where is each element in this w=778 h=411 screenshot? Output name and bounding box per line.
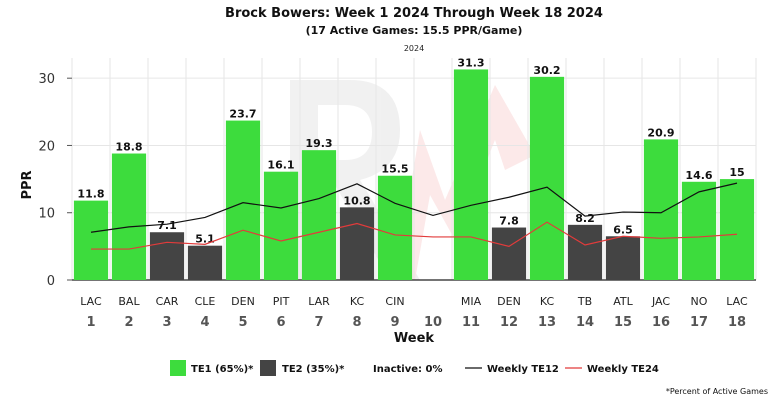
week-label-18: 18 [728,315,746,330]
opponent-label-week-5: DEN [231,295,255,308]
bar-week-9 [377,175,413,280]
opponent-label-week-7: LAR [308,295,330,308]
bar-week-4 [187,245,223,280]
week-label-2: 2 [124,315,133,330]
opponent-label-week-1: LAC [80,295,102,308]
data-label-week-8: 10.8 [343,194,370,207]
data-label-week-15: 6.5 [613,223,633,236]
data-label-week-13: 30.2 [533,64,560,77]
data-label-week-14: 8.2 [575,212,595,225]
opponent-label-week-18: LAC [726,295,748,308]
week-label-8: 8 [352,315,361,330]
data-label-week-12: 7.8 [499,215,519,228]
week-label-13: 13 [538,315,556,330]
week-label-12: 12 [500,315,518,330]
opponent-label-week-12: DEN [497,295,521,308]
legend-label-te12: Weekly TE12 [487,364,559,375]
y-tick-label: 0 [47,274,55,289]
bar-week-5 [225,120,261,281]
opponent-label-week-13: KC [540,295,555,308]
opponent-label-week-8: KC [350,295,365,308]
legend-label-inactive: Inactive: 0% [373,364,442,375]
data-label-week-1: 11.8 [77,188,104,201]
data-label-week-17: 14.6 [685,169,712,182]
y-tick-label: 10 [38,207,55,222]
week-label-7: 7 [314,315,323,330]
chart-title: Brock Bowers: Week 1 2024 Through Week 1… [225,6,603,21]
bars: 11.818.87.15.123.716.119.310.815.531.37.… [73,56,755,281]
bar-week-7 [301,150,337,280]
bar-week-14 [567,224,603,280]
x-axis-title: Week [394,331,435,346]
bar-week-16 [643,139,679,280]
bar-week-6 [263,171,299,280]
data-label-week-5: 23.7 [229,108,256,121]
y-tick-label: 30 [38,72,55,87]
opponent-label-week-11: MIA [461,295,482,308]
opponent-label-week-4: CLE [195,295,216,308]
x-axis: LAC 1 BAL 2 CAR 3 CLE 4 DEN 5 PIT 6 LAR 7 KC 8 CIN 9 10 MIA… [80,295,748,330]
week-label-11: 11 [462,315,480,330]
legend-label-te24: Weekly TE24 [587,364,659,375]
opponent-label-week-17: NO [691,295,708,308]
chart-subtitle: (17 Active Games: 15.5 PPR/Game) [306,24,523,37]
line-weekly-te24 [91,221,738,250]
data-label-week-3: 7.1 [157,219,177,232]
opponent-label-week-2: BAL [118,295,140,308]
data-label-week-9: 15.5 [381,163,408,176]
data-label-week-11: 31.3 [457,56,484,69]
y-axis-title: PPR [20,170,35,199]
season-label: 2024 [404,44,424,53]
data-label-week-2: 18.8 [115,141,142,154]
bar-week-8 [339,207,375,280]
week-label-17: 17 [690,315,708,330]
footnote: *Percent of Active Games [666,387,768,396]
bar-week-15 [605,236,641,280]
grid [71,58,757,281]
data-label-week-6: 16.1 [267,159,294,172]
legend-swatch-te1 [170,360,186,376]
week-label-14: 14 [576,315,594,330]
legend-swatch-te2 [260,360,276,376]
bar-week-17 [681,181,717,280]
week-label-4: 4 [200,315,209,330]
y-tick-label: 20 [38,139,55,154]
data-label-week-16: 20.9 [647,126,674,139]
line-weekly-te12 [90,182,738,233]
opponent-label-week-14: TB [577,295,592,308]
data-label-week-7: 19.3 [305,137,332,150]
opponent-label-week-15: ATL [613,295,633,308]
bar-week-13 [529,76,565,280]
legend-label-te1: TE1 (65%)* [191,364,254,375]
bar-week-1 [73,200,109,280]
week-label-15: 15 [614,315,632,330]
bar-week-18 [719,179,755,280]
week-label-5: 5 [238,315,247,330]
y-axis: 0 10 20 30 [38,72,756,289]
opponent-label-week-9: CIN [385,295,404,308]
opponent-label-week-16: JAC [651,295,670,308]
data-label-week-18: 15 [729,166,744,179]
week-label-3: 3 [162,315,171,330]
week-label-9: 9 [390,315,399,330]
opponent-label-week-3: CAR [156,295,179,308]
bar-week-2 [111,153,147,280]
legend: TE1 (65%)* TE2 (35%)* Inactive: 0% Weekl… [170,360,659,376]
lines [90,182,738,250]
week-label-16: 16 [652,315,670,330]
bar-week-3 [149,232,185,280]
bar-week-11 [453,69,489,280]
week-label-1: 1 [86,315,95,330]
legend-label-te2: TE2 (35%)* [282,364,345,375]
week-label-6: 6 [276,315,285,330]
opponent-label-week-6: PIT [273,295,290,308]
week-label-10: 10 [424,315,442,330]
bar-week-12 [491,227,527,280]
